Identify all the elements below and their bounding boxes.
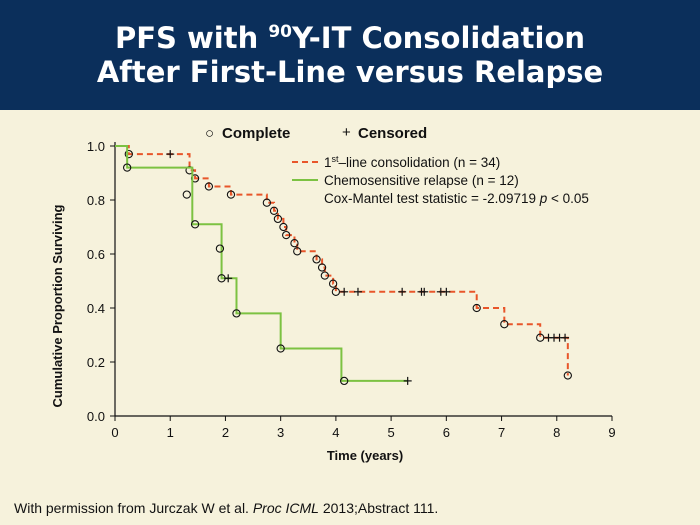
event-marker (232, 309, 241, 318)
y-tick-label: 1.0 (87, 139, 105, 154)
x-axis-title: Time (years) (327, 448, 403, 463)
event-marker (331, 287, 341, 296)
y-tick-label: 0.2 (87, 355, 105, 370)
x-tick-label: 5 (387, 425, 394, 440)
citation-journal: Proc ICML (252, 500, 319, 516)
citation-footer: With permission from Jurczak W et al. Pr… (14, 500, 694, 516)
event-marker (290, 239, 299, 248)
event-marker (122, 163, 132, 172)
censored-marker (340, 287, 349, 296)
event-marker (500, 320, 509, 329)
event-marker (312, 255, 321, 264)
legend-complete-symbol: ○ (205, 125, 214, 142)
censored-marker (420, 287, 429, 296)
title-line-2: After First-Line versus Relapse (96, 55, 604, 89)
legend-censored-label: Censored (358, 125, 427, 142)
y-tick-label: 0.4 (87, 301, 105, 316)
series-relapse (115, 145, 412, 386)
y-axis-title: Cumulative Proportion Surviving (50, 204, 65, 407)
censored-marker (224, 274, 233, 283)
event-marker (328, 279, 338, 288)
legend-first-line-label: 1st–line consolidation (n = 34) (324, 154, 500, 170)
event-marker (340, 376, 349, 386)
censored-marker (353, 287, 362, 296)
y-tick-label: 0.8 (87, 193, 105, 208)
event-marker (472, 303, 481, 313)
km-chart: ○ Complete + Censored 1st–line consolida… (50, 124, 616, 463)
citation-text: With permission from Jurczak W et al. (14, 500, 253, 516)
censored-marker (398, 287, 407, 296)
event-marker (204, 182, 214, 191)
series-first-line (115, 145, 572, 380)
event-marker (215, 244, 225, 253)
event-marker (276, 344, 285, 353)
event-marker (190, 220, 200, 229)
y-tick-label: 0.6 (87, 247, 105, 262)
isotope-superscript: 90 (268, 22, 292, 42)
stat-annotation: Cox-Mantel test statistic = -2.09719 p <… (324, 191, 589, 206)
censored-marker (561, 333, 570, 342)
x-tick-label: 4 (332, 425, 339, 440)
event-marker (317, 263, 327, 272)
citation-details: 2013;Abstract 111. (318, 500, 439, 516)
x-tick-label: 1 (167, 425, 174, 440)
event-marker (273, 214, 283, 224)
y-tick-label: 0.0 (87, 409, 105, 424)
legend-relapse-label: Chemosensitive relapse (n = 12) (324, 173, 519, 188)
event-marker (124, 149, 133, 159)
event-marker (282, 230, 291, 240)
event-marker (269, 206, 279, 215)
event-marker (563, 371, 572, 380)
title-line-1: PFS with 90Y-IT Consolidation (115, 21, 585, 55)
x-tick-label: 6 (443, 425, 450, 440)
legend-complete-label: Complete (222, 125, 290, 142)
title-prefix: PFS with (114, 21, 269, 55)
event-marker (279, 222, 288, 232)
x-tick-label: 2 (222, 425, 229, 440)
x-tick-label: 9 (608, 425, 615, 440)
axes: 0 1 2 3 4 5 6 7 8 9 0.0 0.2 0.4 0.6 0.8 1.0 (87, 139, 616, 440)
event-marker (320, 271, 329, 280)
x-tick-label: 8 (553, 425, 560, 440)
x-tick-label: 7 (498, 425, 505, 440)
x-tick-label: 0 (111, 425, 118, 440)
x-tick-label: 3 (277, 425, 284, 440)
title-suffix: Y-IT Consolidation (292, 21, 586, 55)
event-marker (293, 247, 302, 256)
chart-area: ○ Complete + Censored 1st–line consolida… (0, 110, 700, 485)
censored-marker (442, 287, 451, 296)
legend-censored-symbol: + (342, 124, 351, 141)
event-marker (536, 333, 545, 342)
slide-header: PFS with 90Y-IT Consolidation After Firs… (0, 0, 700, 110)
event-marker (262, 198, 272, 207)
censored-marker (403, 376, 412, 385)
event-marker (182, 190, 191, 199)
censored-marker (166, 150, 175, 159)
event-marker (226, 190, 236, 199)
plot-area (115, 145, 572, 386)
